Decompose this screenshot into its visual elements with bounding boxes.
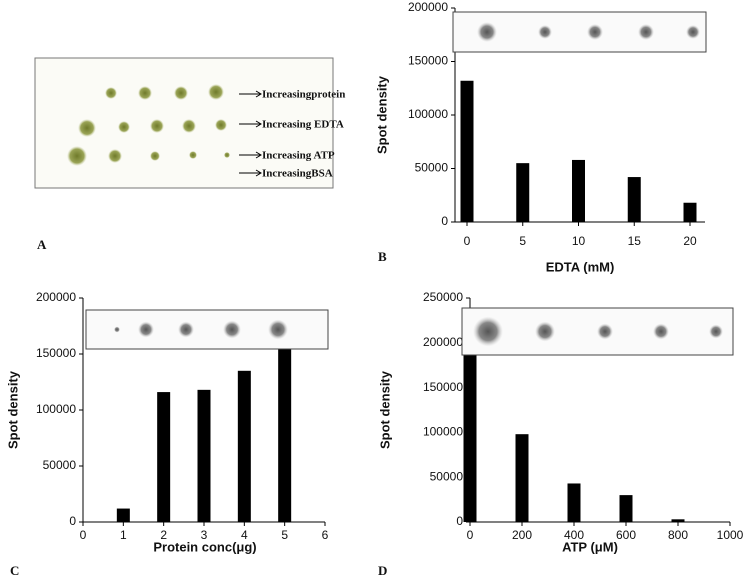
x-tick-label: 200 (512, 528, 532, 542)
x-tick-label: 600 (616, 528, 636, 542)
bar (516, 163, 530, 222)
x-tick-label: 6 (322, 528, 329, 542)
bar (627, 177, 641, 222)
bar (683, 202, 697, 222)
panel-label: C (10, 563, 19, 578)
y-tick-label: 150000 (36, 346, 76, 360)
blot-spot (178, 321, 194, 338)
blot-spot (535, 321, 555, 342)
panel-label: B (378, 249, 387, 264)
annotation: Increasing ATP (262, 150, 335, 162)
blot-spot (638, 24, 654, 40)
blot-spots (67, 84, 230, 166)
x-tick-label: 1 (120, 528, 127, 542)
panel-label: A (37, 237, 47, 252)
x-tick-label: 400 (564, 528, 584, 542)
bar (197, 389, 211, 522)
x-tick-label: 0 (467, 528, 474, 542)
y-tick-label: 150000 (408, 54, 448, 68)
y-tick-label: 200000 (36, 290, 76, 304)
x-tick-label: 0 (80, 528, 87, 542)
y-tick-label: 0 (441, 214, 448, 228)
panel-label: D (378, 563, 387, 578)
bar (278, 345, 292, 522)
y-tick-label: 50000 (415, 161, 449, 175)
annotation: Increasing EDTA (262, 119, 344, 131)
bar (619, 495, 633, 522)
x-tick-label: 3 (201, 528, 208, 542)
y-tick-label: 100000 (36, 402, 76, 416)
bar (515, 434, 529, 522)
bar (567, 483, 581, 522)
bar (460, 80, 474, 222)
chart: 0 5 10 15 20 0 50000 100000 150000 200000 EDTA (mM… (374, 0, 707, 274)
x-tick-label: 800 (668, 528, 688, 542)
annotation: IncreasingBSA (262, 168, 333, 180)
y-tick-label: 50000 (430, 469, 464, 483)
blot-spot (114, 326, 120, 333)
x-axis-label: Protein conc(μg) (153, 539, 256, 554)
x-tick-label: 10 (572, 234, 586, 248)
bar (157, 392, 171, 522)
blot-spot (223, 320, 241, 339)
y-tick-label: 100000 (423, 425, 463, 439)
bar (463, 354, 477, 522)
y-tick-label: 250000 (423, 290, 463, 304)
bar (572, 159, 585, 222)
y-tick-label: 0 (456, 514, 463, 528)
x-tick-label: 4 (241, 528, 248, 542)
y-tick-label: 200000 (423, 335, 463, 349)
x-tick-label: 2 (160, 528, 167, 542)
x-tick-label: 1000 (717, 528, 744, 542)
y-tick-label: 200000 (408, 0, 448, 14)
blot-spot (268, 319, 288, 340)
blot-spot (138, 321, 154, 338)
blot-spot (709, 324, 723, 339)
x-tick-label: 15 (628, 234, 642, 248)
blot-spot (686, 25, 700, 39)
arrows (239, 90, 262, 177)
bar (671, 519, 685, 522)
blot-spot (587, 24, 603, 40)
x-tick-label: 0 (464, 234, 471, 248)
y-tick-label: 150000 (423, 380, 463, 394)
y-tick-label: 0 (69, 514, 76, 528)
y-tick-label: 50000 (43, 458, 77, 472)
bar (116, 508, 130, 522)
y-axis-label: Spot density (377, 370, 392, 449)
x-axis-label: ATP (μM) (562, 539, 618, 554)
annotation: Increasingprotein (262, 89, 345, 101)
blot-spot (477, 22, 497, 42)
x-tick-label: 5 (519, 234, 526, 248)
blot-spot (653, 323, 669, 340)
blot-inset (85, 309, 329, 350)
bar (237, 370, 251, 522)
panel-a: Increasingprotein Increasing EDTA Increa… (34, 57, 345, 252)
blot-spot (538, 25, 552, 39)
chart: 0 200 400 600 800 1000 0 50000 100000 150000 20000… (377, 290, 743, 578)
blot-spot (473, 316, 503, 347)
y-axis-label: Spot density (374, 75, 389, 154)
x-tick-label: 20 (683, 234, 697, 248)
x-axis-label: EDTA (mM) (546, 259, 615, 274)
y-tick-label: 100000 (408, 107, 448, 121)
y-axis-label: Spot density (5, 370, 20, 449)
x-tick-label: 5 (281, 528, 288, 542)
chart: 0 1 2 3 4 5 6 0 50000 100000 150000 200000 Protein c… (5, 290, 328, 578)
blot-spot (597, 323, 613, 340)
